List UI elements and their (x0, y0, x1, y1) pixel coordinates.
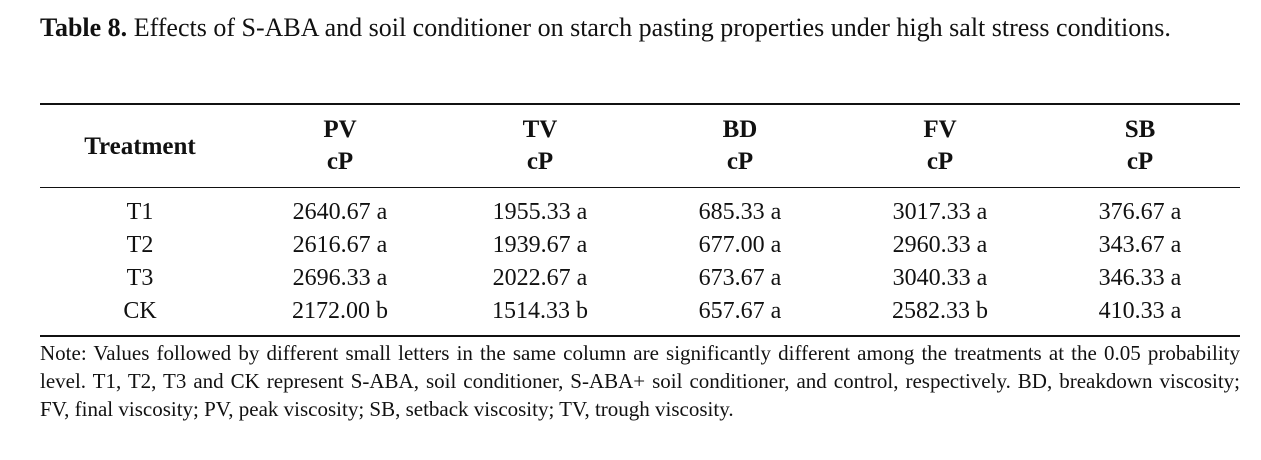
table-cell: 1514.33 b (492, 298, 588, 324)
caption-text: Effects of S-ABA and soil conditioner on… (133, 13, 1171, 42)
table-cell: T2 (126, 232, 154, 258)
table-cell: 343.67 a (1098, 232, 1182, 258)
column-header: BD (722, 116, 758, 143)
table-note: Note: Values followed by different small… (40, 341, 1240, 421)
caption-label: Table 8. (40, 13, 128, 42)
table-cell: 3040.33 a (892, 265, 988, 291)
table-cell: CK (123, 298, 157, 324)
column-unit: cP (726, 148, 754, 175)
column-unit: cP (526, 148, 554, 175)
table-cell: T1 (126, 199, 154, 225)
table-cell: 685.33 a (698, 199, 782, 225)
table-cell: 657.67 a (698, 298, 782, 324)
table-cell: 2022.67 a (492, 265, 588, 291)
column-header: SB (1124, 116, 1156, 143)
table-cell: 1955.33 a (492, 199, 588, 225)
table-cell: 2696.33 a (292, 265, 388, 291)
column-unit: cP (326, 148, 354, 175)
table-cell: 2640.67 a (292, 199, 388, 225)
table-cell: 2960.33 a (892, 232, 988, 258)
table-cell: 410.33 a (1098, 298, 1182, 324)
column-header: Treatment (84, 133, 196, 160)
table-cell: 3017.33 a (892, 199, 988, 225)
table-cell: 1939.67 a (492, 232, 588, 258)
table-cell: 2172.00 b (292, 298, 388, 324)
header-rule (40, 187, 1240, 188)
table-cell: T3 (126, 265, 154, 291)
bottom-rule (40, 335, 1240, 337)
table-cell: 2582.33 b (892, 298, 988, 324)
table-cell: 346.33 a (1098, 265, 1182, 291)
top-rule (40, 103, 1240, 105)
column-header: TV (522, 116, 558, 143)
table-caption: Table 8. Effects of S-ABA and soil condi… (40, 8, 1240, 47)
column-unit: cP (1126, 148, 1154, 175)
column-header: FV (923, 116, 957, 143)
column-unit: cP (926, 148, 954, 175)
table-cell: 673.67 a (698, 265, 782, 291)
table-cell: 677.00 a (698, 232, 782, 258)
column-header: PV (323, 116, 357, 143)
table-cell: 376.67 a (1098, 199, 1182, 225)
table-cell: 2616.67 a (292, 232, 388, 258)
